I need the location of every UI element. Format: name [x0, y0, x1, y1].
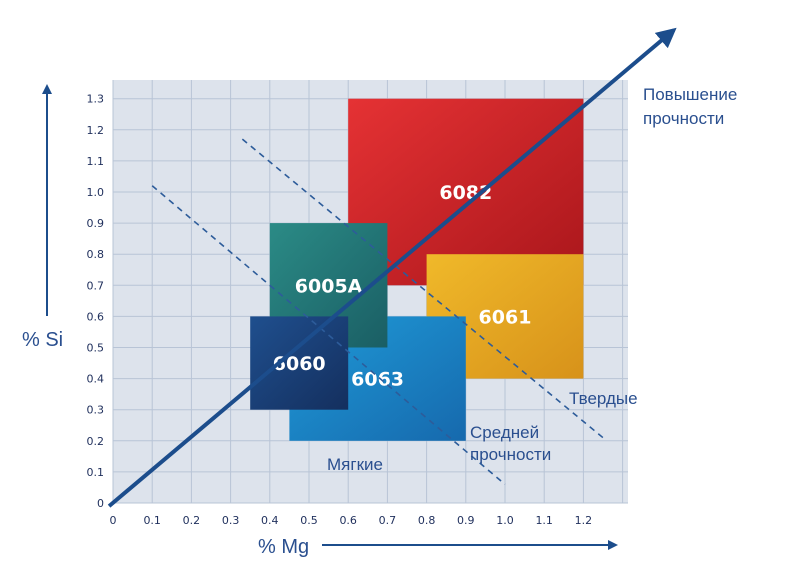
x-tick-label: 0.1: [143, 514, 161, 527]
medium-zone-label-line2: прочности: [470, 445, 551, 464]
boundary-line: [241, 138, 604, 439]
region-label-6005A: 6005A: [295, 275, 363, 297]
y-tick-label: 0.9: [87, 217, 105, 230]
x-tick-label: 1.0: [496, 514, 514, 527]
x-tick-label: 0.9: [457, 514, 475, 527]
y-tick-label: 1.3: [87, 93, 105, 106]
region-label-6082: 6082: [439, 182, 492, 204]
region-6082: [348, 98, 584, 286]
x-tick-label: 0.3: [222, 514, 240, 527]
y-tick-label: 1.0: [87, 186, 105, 199]
x-tick-label: 0: [110, 514, 117, 527]
medium-zone-label-line1: Средней: [470, 423, 539, 442]
x-tick-label: 0.6: [339, 514, 357, 527]
x-tick-label: 0.2: [183, 514, 201, 527]
x-tick-label: 0.5: [300, 514, 318, 527]
x-tick-label: 0.8: [418, 514, 436, 527]
hard-zone-label: Твердые: [569, 389, 638, 408]
boundary-line: [151, 185, 506, 485]
x-tick-label: 1.2: [575, 514, 593, 527]
x-tick-label: 1.1: [535, 514, 553, 527]
region-6060: [250, 316, 349, 410]
y-tick-label: 0.2: [87, 435, 105, 448]
y-tick-label: 0.1: [87, 466, 105, 479]
y-tick-label: 0: [97, 497, 104, 510]
x-axis-label: % Mg: [258, 536, 309, 558]
x-tick-labels: 0 0.1 0.2 0.3 0.4 0.5 0.6 0.7 0.8 0.9 1.0 1.1 1.2: [110, 514, 593, 527]
boundary-lines: [151, 138, 604, 485]
y-tick-label: 0.5: [87, 342, 105, 355]
y-tick-label: 0.8: [87, 248, 105, 261]
y-tick-label: 0.7: [87, 279, 105, 292]
y-axis-label: % Si: [22, 329, 63, 351]
y-tick-label: 1.2: [87, 124, 105, 137]
y-tick-label: 0.3: [87, 404, 105, 417]
y-tick-labels: 0 0.1 0.2 0.3 0.4 0.5 0.6 0.7 0.8 0.9 1.0 1.1 1.2 1.3: [87, 93, 105, 510]
strength-increase-label-line2: прочности: [643, 109, 724, 128]
y-tick-label: 1.1: [87, 155, 105, 168]
soft-zone-label: Мягкие: [327, 455, 383, 474]
y-tick-label: 0.6: [87, 310, 105, 323]
y-tick-label: 0.4: [87, 373, 105, 386]
x-tick-label: 0.4: [261, 514, 279, 527]
region-label-6063: 6063: [351, 369, 404, 391]
x-tick-label: 0.7: [379, 514, 397, 527]
strength-increase-label-line1: Повышение: [643, 85, 737, 104]
region-label-6061: 6061: [479, 306, 532, 328]
strength-trend-arrow: [107, 27, 677, 508]
